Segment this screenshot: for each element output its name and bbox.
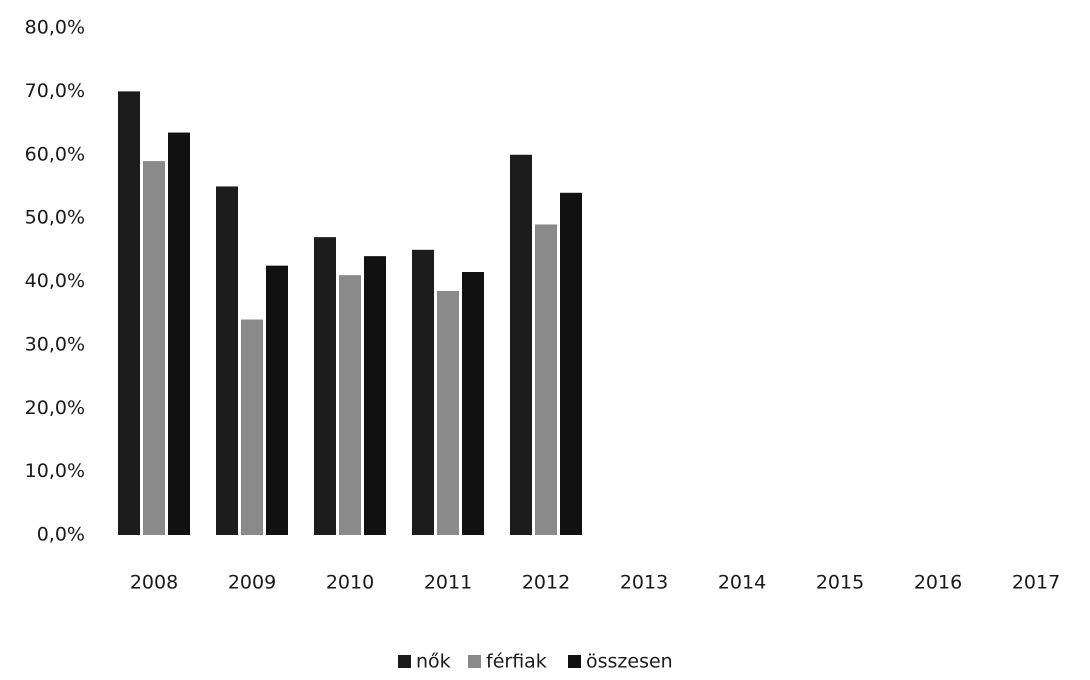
bar bbox=[437, 291, 459, 535]
x-tick-label: 2014 bbox=[718, 572, 766, 594]
x-tick-label: 2008 bbox=[130, 572, 178, 594]
bar bbox=[535, 224, 557, 535]
bar bbox=[118, 91, 140, 535]
legend-swatch bbox=[398, 655, 411, 668]
y-tick-label: 10,0% bbox=[25, 460, 85, 482]
x-tick-label: 2011 bbox=[424, 572, 472, 594]
y-tick-label: 60,0% bbox=[25, 143, 85, 165]
y-tick-label: 20,0% bbox=[25, 397, 85, 419]
y-tick-label: 30,0% bbox=[25, 333, 85, 355]
bar bbox=[560, 192, 582, 535]
bar bbox=[364, 256, 386, 535]
bar bbox=[143, 161, 165, 535]
bar bbox=[168, 132, 190, 535]
x-tick-label: 2012 bbox=[522, 572, 570, 594]
legend-label: nők bbox=[416, 651, 451, 673]
x-tick-label: 2017 bbox=[1012, 572, 1060, 594]
bar bbox=[241, 319, 263, 535]
y-tick-label: 50,0% bbox=[25, 207, 85, 229]
bar bbox=[216, 186, 238, 535]
x-tick-label: 2010 bbox=[326, 572, 374, 594]
legend-label: férfiak bbox=[486, 651, 547, 673]
x-tick-label: 2016 bbox=[914, 572, 962, 594]
bar bbox=[339, 275, 361, 535]
bar bbox=[412, 249, 434, 535]
x-tick-label: 2015 bbox=[816, 572, 864, 594]
bar bbox=[266, 265, 288, 535]
bar bbox=[510, 154, 532, 535]
y-tick-label: 0,0% bbox=[37, 524, 85, 546]
bar bbox=[462, 271, 484, 535]
legend-swatch bbox=[468, 655, 481, 668]
y-tick-label: 80,0% bbox=[25, 17, 85, 39]
y-tick-label: 70,0% bbox=[25, 80, 85, 102]
y-tick-label: 40,0% bbox=[25, 270, 85, 292]
legend-label: összesen bbox=[586, 651, 673, 673]
x-tick-label: 2013 bbox=[620, 572, 668, 594]
x-tick-label: 2009 bbox=[228, 572, 276, 594]
bar bbox=[314, 237, 336, 535]
legend-swatch bbox=[568, 655, 581, 668]
